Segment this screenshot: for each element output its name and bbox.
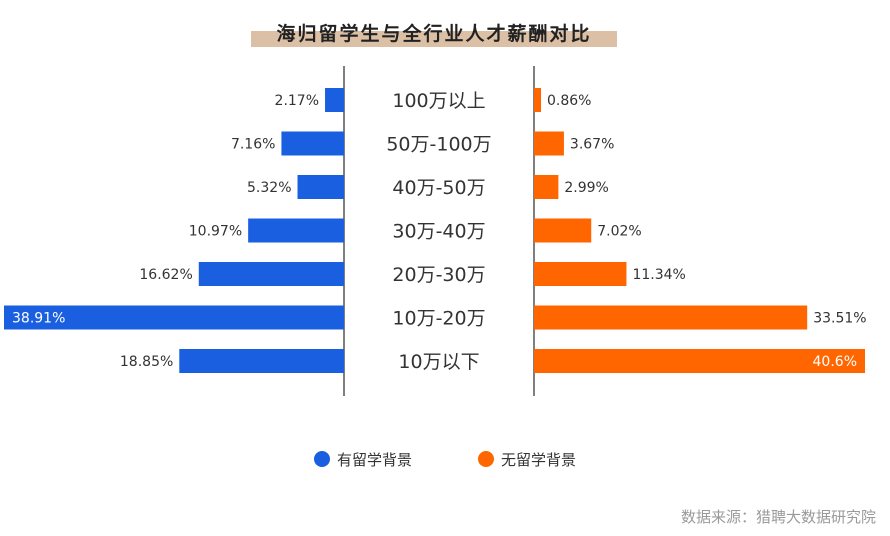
- bars-layer: 2.17% 0.86% 100万以上 7.16% 3.67% 50万-100万 5.32% 2…: [4, 88, 867, 373]
- bar-overseas-1: [281, 131, 344, 156]
- bar-overseas-4: [198, 262, 344, 286]
- bar-overseas-0: [325, 88, 344, 112]
- bar-overseas-3: [248, 218, 344, 243]
- bar-domestic-1: [534, 131, 564, 156]
- chart-title: 海归留学生与全行业人才薪酬对比: [276, 22, 591, 45]
- category-label-3: 30万-40万: [392, 221, 485, 243]
- legend-marker-overseas: [314, 451, 330, 467]
- category-label-4: 20万-30万: [392, 264, 485, 286]
- data-label-domestic-4: 11.34%: [632, 267, 685, 283]
- category-label-1: 50万-100万: [386, 134, 491, 156]
- title-highlight: [251, 31, 617, 47]
- data-label-overseas-1: 7.16%: [231, 137, 275, 153]
- data-label-domestic-0: 0.86%: [547, 93, 591, 109]
- data-label-overseas-3: 10.97%: [189, 224, 242, 240]
- data-label-domestic-5: 33.51%: [813, 311, 866, 327]
- legend: 有留学背景 无留学背景: [314, 451, 576, 469]
- bar-overseas-6: [179, 349, 344, 373]
- legend-label-domestic: 无留学背景: [501, 451, 576, 469]
- bar-domestic-0: [534, 88, 542, 112]
- category-label-0: 100万以上: [392, 90, 485, 112]
- source-note: 数据来源：猎聘大数据研究院: [681, 508, 876, 526]
- data-label-domestic-6: 40.6%: [813, 354, 857, 370]
- data-label-domestic-1: 3.67%: [570, 137, 614, 153]
- data-label-overseas-4: 16.62%: [139, 267, 192, 283]
- data-label-overseas-2: 5.32%: [247, 180, 291, 196]
- bar-domestic-5: [534, 305, 808, 330]
- bar-domestic-2: [534, 175, 559, 199]
- bar-domestic-3: [534, 218, 592, 243]
- data-label-overseas-0: 2.17%: [275, 93, 319, 109]
- data-label-overseas-5: 38.91%: [12, 311, 65, 327]
- data-label-domestic-3: 7.02%: [597, 224, 641, 240]
- data-label-overseas-6: 18.85%: [120, 354, 173, 370]
- category-label-5: 10万-20万: [392, 308, 485, 330]
- legend-marker-domestic: [478, 451, 494, 467]
- legend-label-overseas: 有留学背景: [337, 451, 412, 469]
- bar-overseas-2: [297, 175, 344, 199]
- bar-overseas-5: [4, 305, 344, 330]
- category-label-2: 40万-50万: [392, 177, 485, 199]
- category-label-6: 10万以下: [398, 351, 479, 373]
- data-label-domestic-2: 2.99%: [564, 180, 608, 196]
- bar-domestic-4: [534, 262, 627, 286]
- bar-domestic-6: [534, 349, 865, 373]
